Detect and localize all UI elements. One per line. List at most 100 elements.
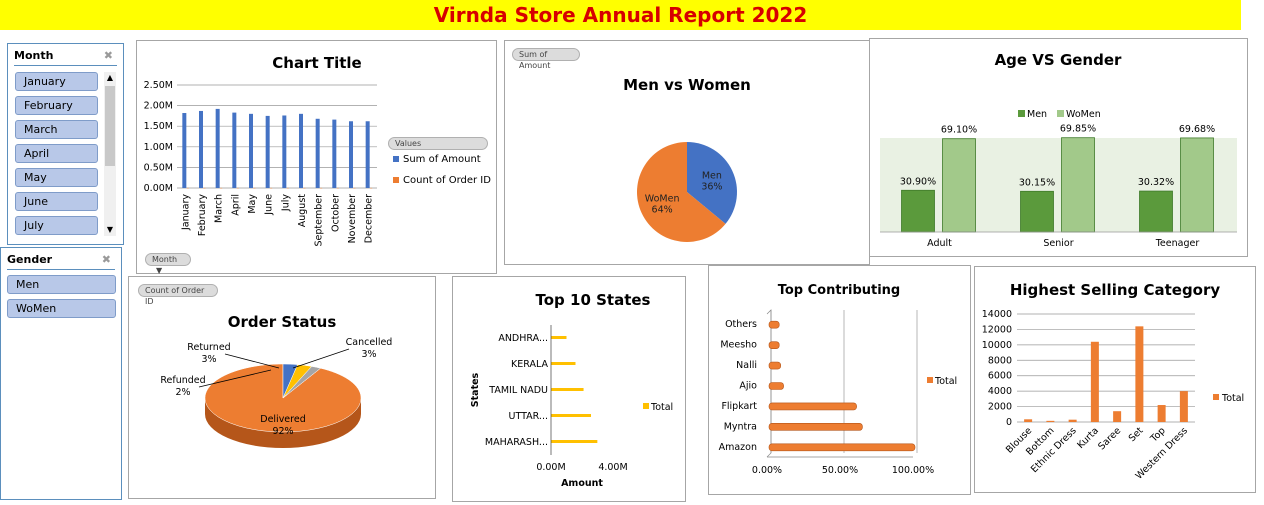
- y-tick-label: Others: [725, 319, 757, 330]
- y-tick-label: TAMIL NADU: [488, 385, 548, 396]
- report-banner: Virnda Store Annual Report 2022: [0, 0, 1241, 30]
- legend-swatch: [393, 177, 399, 183]
- slicer-item-april[interactable]: April: [15, 144, 98, 163]
- y-tick-label: Myntra: [724, 421, 757, 432]
- bar: [1157, 405, 1166, 422]
- bar: [551, 440, 598, 443]
- pie-value-label: 2%: [175, 387, 190, 398]
- y-tick-label: 0.50M: [144, 162, 173, 173]
- highest-category-chart: Highest Selling Category 0 2000 4000 6000 80…: [982, 281, 1244, 482]
- bar: [768, 341, 780, 349]
- pie-side: [205, 398, 361, 448]
- bar: [768, 361, 781, 370]
- bar: [1135, 326, 1144, 422]
- bar: [1139, 190, 1173, 233]
- y-tick-label: Nalli: [736, 360, 757, 371]
- bar: [1061, 137, 1095, 233]
- y-tick-label: 2.00M: [144, 101, 173, 112]
- bar: [551, 336, 567, 339]
- slicer-item-may[interactable]: May: [15, 168, 98, 187]
- x-tick-label: June: [264, 194, 275, 216]
- bar: [349, 121, 353, 188]
- bar: [551, 388, 584, 391]
- x-tick-label: Adult: [927, 238, 952, 249]
- pie-label: Men: [702, 170, 722, 181]
- x-tick-label: Set: [1127, 425, 1146, 444]
- chart-title: Top Contributing: [778, 283, 901, 298]
- slicer-scrollbar[interactable]: ▲︎ ▼︎: [104, 72, 116, 236]
- y-tick-label: 1.00M: [144, 142, 173, 153]
- x-tick-label: March: [214, 194, 225, 223]
- bar: [265, 115, 270, 188]
- slicer-item-february[interactable]: February: [15, 96, 98, 115]
- monthly-chart: Chart Title 0.00M 0.50M 1.00M 1.50M 2.00M 2.5…: [144, 54, 492, 247]
- pie-value-label: 3%: [361, 349, 376, 360]
- bar: [186, 187, 189, 189]
- x-tick-label: April: [230, 194, 241, 216]
- scroll-down-icon[interactable]: ▼︎: [106, 225, 114, 234]
- y-tick-label: KERALA: [511, 359, 548, 370]
- chart-title: Chart Title: [272, 54, 361, 72]
- bar: [768, 320, 780, 329]
- scroll-up-icon[interactable]: ▲︎: [106, 73, 114, 82]
- legend-label: Sum of Amount: [403, 154, 481, 165]
- bar: [232, 112, 237, 188]
- month-slicer: Month ✖︎ January February March April Ma…: [7, 43, 124, 245]
- bar: [303, 187, 306, 189]
- top-contributing-chart: Top Contributing Amazon Myntra Flipkart Aji…: [719, 283, 958, 476]
- x-axis-title: Amount: [561, 478, 603, 489]
- legend-label: Men: [1027, 109, 1047, 120]
- bar: [1180, 137, 1214, 233]
- bar: [270, 187, 273, 189]
- slicer-item-june[interactable]: June: [15, 192, 98, 211]
- sum-of-amount-field-button[interactable]: Sum of Amount: [512, 48, 580, 70]
- x-tick-label: Senior: [1043, 238, 1073, 249]
- gender-slicer: Gender ✖︎ Men WoMen: [0, 247, 122, 500]
- y-axis-title: States: [470, 372, 481, 407]
- bar: [336, 187, 339, 189]
- top-contributing-panel: Top Contributing Amazon Myntra Flipkart Aji…: [708, 265, 971, 495]
- bar: [199, 110, 203, 188]
- bar: [286, 187, 289, 189]
- bar: [182, 113, 187, 188]
- month-field-label: Month: [152, 255, 178, 264]
- bar: [282, 115, 287, 188]
- age-gender-chart: Age VS Gender 30.90% 69.10% Adult 30.15% 69.…: [880, 51, 1237, 249]
- bar: [1090, 341, 1099, 422]
- x-tick-label: Saree: [1096, 425, 1123, 452]
- pie-value-label: 64%: [652, 205, 673, 216]
- bar: [901, 189, 935, 233]
- bar: [768, 402, 857, 411]
- bar: [1113, 411, 1122, 422]
- y-tick-label: 1.50M: [144, 121, 173, 132]
- slicer-item-january[interactable]: January: [15, 72, 98, 91]
- scroll-thumb[interactable]: [105, 86, 115, 166]
- x-tick-label: 0.00%: [752, 465, 782, 476]
- bar: [768, 423, 863, 431]
- y-tick-label: Meesho: [720, 340, 757, 351]
- slicer-item-women[interactable]: WoMen: [7, 299, 116, 318]
- slicer-item-july[interactable]: July: [15, 216, 98, 235]
- month-field-button[interactable]: Month ▼︎: [145, 253, 191, 275]
- y-tick-label: 10000: [982, 340, 1012, 351]
- y-tick-label: 4000: [988, 386, 1012, 397]
- count-of-order-id-field-button[interactable]: Count of Order ID: [138, 284, 218, 306]
- chart-title: Order Status: [228, 313, 337, 331]
- y-tick-label: 8000: [988, 355, 1012, 366]
- order-status-panel: Order Status Delivered 92% Cancelled 3% Retu…: [128, 276, 436, 499]
- top-states-chart: Top 10 States MAHARASH... UTTAR... TAMIL N…: [470, 291, 673, 489]
- slicer-item-march[interactable]: March: [15, 120, 98, 139]
- values-field-button[interactable]: Values: [388, 137, 488, 150]
- y-tick-label: Flipkart: [721, 401, 757, 412]
- x-tick-label: January: [180, 194, 191, 231]
- bar: [768, 443, 916, 452]
- axis-wall: [766, 309, 772, 458]
- bar: [1046, 420, 1055, 422]
- pie-slice: [282, 366, 322, 399]
- bar: [1024, 419, 1033, 422]
- clear-filter-icon[interactable]: ✖︎: [101, 253, 111, 266]
- slicer-item-men[interactable]: Men: [7, 275, 116, 294]
- plot-area: [880, 138, 1237, 232]
- y-tick-label: 6000: [988, 371, 1012, 382]
- clear-filter-icon[interactable]: ✖︎: [103, 49, 113, 62]
